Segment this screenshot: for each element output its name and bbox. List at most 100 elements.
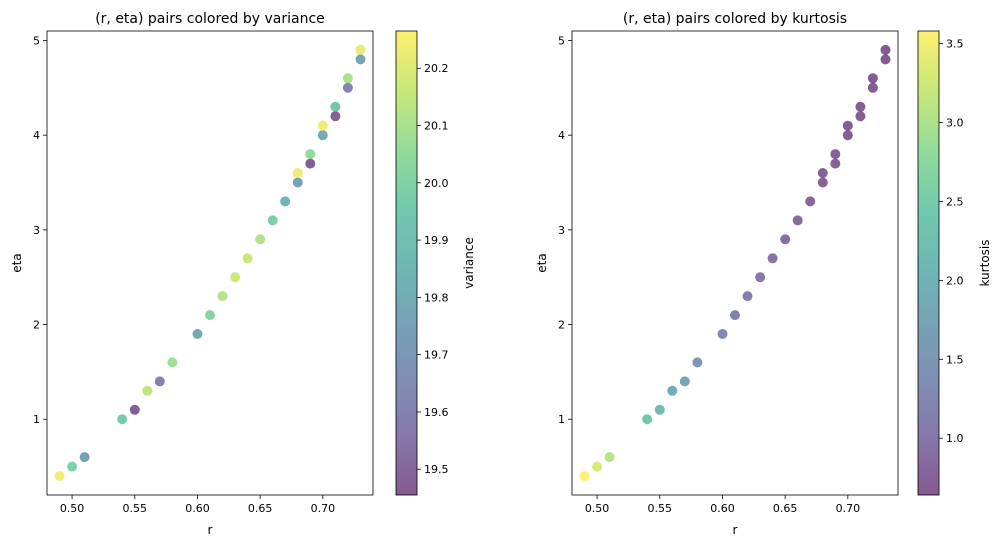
colorbar: 1.0 1.5 2.0 2.5 3.0 3.5 kurtosis bbox=[917, 30, 992, 496]
chart-title: (r, eta) pairs colored by variance bbox=[95, 11, 325, 27]
scatter-point bbox=[154, 376, 165, 387]
scatter-point bbox=[642, 414, 653, 425]
scatter-points bbox=[54, 44, 366, 482]
colorbar: 19.5 19.6 19.7 19.8 19.9 20.0 20.1 20.2 varianc… bbox=[395, 30, 476, 496]
colorbar-frame bbox=[917, 30, 940, 496]
scatter-point bbox=[54, 471, 65, 482]
plot-frame bbox=[46, 30, 374, 496]
scatter-point bbox=[67, 461, 78, 472]
x-axis-label: r bbox=[208, 523, 213, 537]
y-tick-label: 2 bbox=[33, 319, 40, 332]
x-tick-label: 0.50 bbox=[585, 502, 610, 515]
scatter-point bbox=[867, 82, 878, 93]
scatter-point bbox=[767, 253, 778, 264]
scatter-point bbox=[317, 130, 328, 141]
y-tick-label: 2 bbox=[558, 319, 565, 332]
scatter-point bbox=[330, 101, 341, 112]
kurtosis-scatter-chart: (r, eta) pairs colored by kurtosis 0.50 0… bbox=[535, 11, 992, 537]
colorbar-tick-label: 19.7 bbox=[424, 349, 449, 362]
scatter-point bbox=[780, 234, 791, 245]
scatter-point bbox=[205, 310, 215, 321]
colorbar-tick-label: 3.5 bbox=[946, 38, 964, 51]
x-tick-label: 0.65 bbox=[773, 502, 798, 515]
scatter-point bbox=[830, 158, 841, 169]
colorbar-tick-label: 2.0 bbox=[946, 274, 964, 287]
colorbar-tick-label: 19.8 bbox=[424, 291, 449, 304]
scatter-point bbox=[579, 471, 590, 482]
colorbar-gradient bbox=[396, 31, 417, 495]
colorbar-tick-label: 19.5 bbox=[424, 463, 449, 476]
scatter-point bbox=[267, 215, 278, 226]
scatter-point bbox=[317, 120, 328, 131]
colorbar-tick-label: 19.6 bbox=[424, 406, 449, 419]
scatter-points bbox=[579, 44, 891, 482]
variance-scatter-chart: (r, eta) pairs colored by variance 0.50 0… bbox=[10, 11, 476, 537]
x-axis-ticks: 0.50 0.55 0.60 0.65 0.70 bbox=[585, 495, 860, 515]
colorbar-tick-label: 3.0 bbox=[946, 117, 964, 130]
colorbar-label: kurtosis bbox=[978, 239, 992, 286]
scatter-point bbox=[305, 158, 316, 169]
scatter-point bbox=[717, 329, 728, 339]
scatter-point bbox=[679, 376, 690, 387]
scatter-point bbox=[654, 404, 665, 415]
y-tick-label: 3 bbox=[558, 224, 565, 237]
scatter-point bbox=[817, 177, 828, 188]
plot-frame bbox=[571, 30, 899, 496]
y-axis-label: eta bbox=[10, 253, 24, 272]
scatter-point bbox=[830, 149, 841, 160]
scatter-point bbox=[305, 149, 316, 160]
y-tick-label: 5 bbox=[33, 34, 40, 47]
scatter-point bbox=[192, 329, 203, 339]
scatter-point bbox=[330, 111, 341, 122]
colorbar-tick-label: 20.0 bbox=[424, 177, 449, 190]
scatter-point bbox=[342, 82, 353, 93]
colorbar-tick-label: 19.9 bbox=[424, 234, 449, 247]
scatter-point bbox=[855, 111, 866, 122]
x-tick-label: 0.50 bbox=[60, 502, 85, 515]
scatter-point bbox=[592, 461, 603, 472]
scatter-point bbox=[604, 452, 615, 463]
scatter-point bbox=[255, 234, 266, 245]
chart-title: (r, eta) pairs colored by kurtosis bbox=[623, 11, 847, 27]
scatter-point bbox=[842, 130, 853, 141]
scatter-point bbox=[217, 291, 228, 302]
colorbar-label: variance bbox=[462, 237, 476, 289]
x-tick-label: 0.55 bbox=[648, 502, 673, 515]
scatter-point bbox=[742, 291, 753, 302]
colorbar-tick-label: 2.5 bbox=[946, 195, 964, 208]
scatter-point bbox=[880, 44, 891, 55]
y-axis-ticks: 1 2 3 4 5 bbox=[558, 34, 572, 426]
scatter-point bbox=[167, 357, 178, 368]
colorbar-ticks: 1.0 1.5 2.0 2.5 3.0 3.5 bbox=[939, 38, 964, 445]
scatter-point bbox=[142, 385, 153, 396]
y-tick-label: 5 bbox=[558, 34, 565, 47]
scatter-point bbox=[355, 54, 366, 65]
scatter-point bbox=[292, 168, 303, 178]
colorbar-tick-label: 20.2 bbox=[424, 62, 449, 75]
x-tick-label: 0.60 bbox=[185, 502, 210, 515]
colorbar-tick-label: 1.5 bbox=[946, 353, 964, 366]
x-tick-label: 0.65 bbox=[248, 502, 273, 515]
scatter-point bbox=[667, 385, 678, 396]
x-axis-label: r bbox=[733, 523, 738, 537]
scatter-point bbox=[242, 253, 253, 264]
scatter-point bbox=[755, 272, 766, 283]
y-axis-label: eta bbox=[535, 253, 549, 272]
x-tick-label: 0.70 bbox=[311, 502, 336, 515]
colorbar-gradient bbox=[918, 31, 939, 495]
scatter-point bbox=[817, 168, 828, 178]
scatter-point bbox=[355, 44, 366, 55]
x-axis-ticks: 0.50 0.55 0.60 0.65 0.70 bbox=[60, 495, 335, 515]
scatter-point bbox=[792, 215, 803, 226]
scatter-point bbox=[867, 73, 878, 84]
y-tick-label: 1 bbox=[558, 413, 565, 426]
y-tick-label: 3 bbox=[33, 224, 40, 237]
scatter-point bbox=[880, 54, 891, 65]
colorbar-tick-label: 1.0 bbox=[946, 432, 964, 445]
scatter-point bbox=[230, 272, 241, 283]
scatter-point bbox=[855, 101, 866, 112]
scatter-point bbox=[129, 404, 140, 415]
x-tick-label: 0.70 bbox=[836, 502, 861, 515]
scatter-point bbox=[280, 196, 291, 207]
